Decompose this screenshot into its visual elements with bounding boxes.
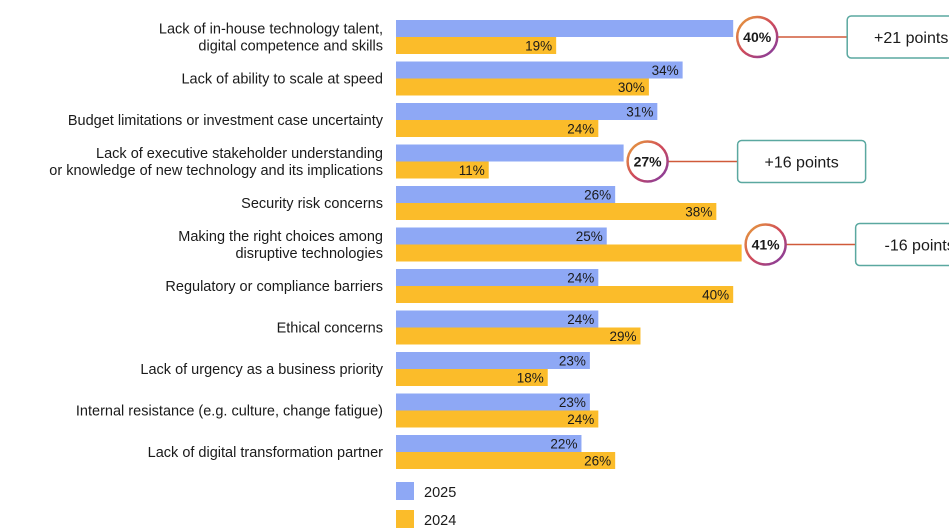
- callout-box: [846, 15, 949, 59]
- highlight-value-label: 27%: [634, 154, 663, 170]
- legend-swatch-2025: [396, 482, 414, 500]
- callout-box: [736, 139, 867, 184]
- category-label: Internal resistance (e.g. culture, chang…: [76, 404, 383, 420]
- bar-2024: [396, 37, 557, 54]
- value-label: 30%: [618, 80, 645, 95]
- category-label: Lack of in-house technology talent, digit…: [159, 22, 383, 55]
- bar-2024: [396, 161, 489, 179]
- highlight-callout: 40% +21 points: [735, 15, 949, 59]
- value-label: 18%: [517, 371, 544, 386]
- value-label: 24%: [567, 312, 594, 327]
- highlight-callout: 27% +16 points: [626, 139, 867, 184]
- bar-2024: [396, 452, 616, 469]
- highlight-value-label: 41%: [752, 237, 781, 253]
- bar-2025: [396, 61, 683, 79]
- bar-2025: [396, 20, 734, 37]
- value-label: 31%: [626, 105, 653, 120]
- legend-label: 2024: [424, 513, 456, 528]
- bar-2024: [396, 78, 649, 96]
- bar-2024: [396, 369, 548, 386]
- callout-text: -16 points: [884, 238, 949, 255]
- value-label: 26%: [584, 188, 611, 203]
- value-label: 40%: [702, 288, 729, 303]
- value-label: 34%: [652, 63, 679, 78]
- category-label: Ethical concerns: [277, 321, 383, 337]
- value-label: 23%: [559, 395, 586, 410]
- highlight-ring: [735, 15, 779, 59]
- bar-2025: [396, 269, 599, 286]
- bar-2024: [396, 120, 599, 137]
- value-label: 24%: [567, 412, 594, 427]
- category-label: Lack of ability to scale at speed: [181, 72, 383, 88]
- bar-2025: [396, 310, 599, 328]
- value-label: 19%: [525, 39, 552, 54]
- bars-layer: [396, 20, 742, 469]
- highlights-layer: 40% +21 points 27% +16 points 41% -16 points: [626, 15, 949, 267]
- bar-2025: [396, 144, 624, 162]
- legend-swatch-2024: [396, 510, 414, 528]
- category-label: Budget limitations or investment case un…: [68, 113, 384, 129]
- category-label: Security risk concerns: [241, 196, 383, 212]
- bar-2025: [396, 227, 607, 245]
- category-label: Regulatory or compliance barriers: [165, 279, 383, 295]
- value-label: 24%: [567, 122, 594, 137]
- bar-2024: [396, 244, 742, 262]
- category-label: Lack of executive stakeholder understand…: [49, 146, 383, 179]
- legend-label: 2025: [424, 485, 456, 501]
- category-label: Making the right choices among disruptive…: [178, 229, 383, 262]
- callout-box: [854, 222, 949, 267]
- value-label: 29%: [609, 329, 636, 344]
- bar-2024: [396, 327, 641, 345]
- callout-text: +16 points: [764, 155, 838, 172]
- legend: 2025 2024: [396, 482, 456, 528]
- value-label: 22%: [550, 437, 577, 452]
- bar-2025: [396, 103, 658, 120]
- bar-2025: [396, 352, 590, 369]
- category-label: Lack of urgency as a business priority: [140, 362, 383, 378]
- bar-2025: [396, 186, 616, 203]
- value-label: 25%: [576, 229, 603, 244]
- value-label: 38%: [685, 205, 712, 220]
- value-label: 11%: [459, 163, 485, 178]
- bar-2025: [396, 435, 582, 452]
- highlight-value-label: 40%: [743, 29, 772, 45]
- highlight-callout: 41% -16 points: [744, 222, 949, 267]
- callout-text: +21 points: [874, 30, 948, 47]
- bar-2024: [396, 203, 717, 220]
- value-label: 24%: [567, 271, 594, 286]
- category-label: Lack of digital transformation partner: [148, 445, 384, 461]
- highlight-ring: [744, 223, 787, 266]
- bar-2025: [396, 393, 590, 411]
- bar-2024: [396, 286, 734, 303]
- value-label: 26%: [584, 454, 611, 469]
- highlight-ring: [626, 140, 669, 183]
- value-label: 23%: [559, 354, 586, 369]
- bar-2024: [396, 410, 599, 428]
- labels-layer: Lack of in-house technology talent, digit…: [49, 22, 729, 469]
